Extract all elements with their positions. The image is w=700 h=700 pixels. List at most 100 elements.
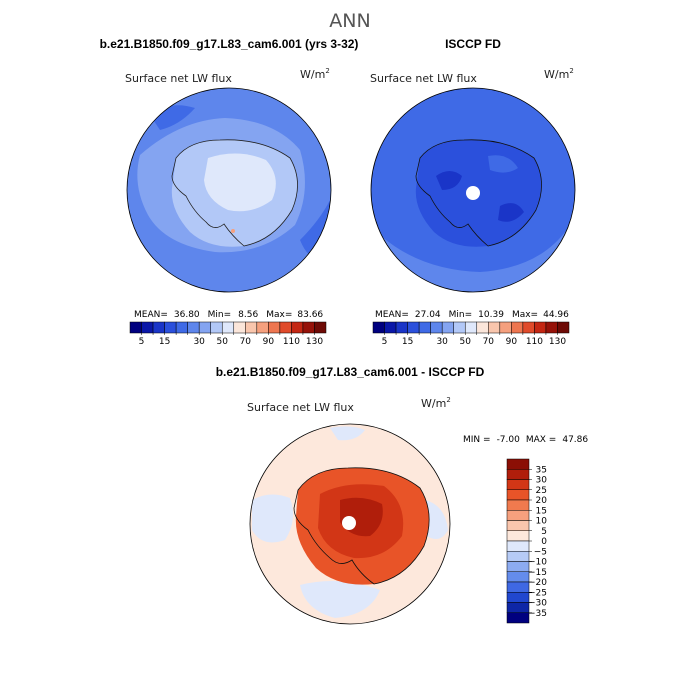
panel-model-stats: MEAN= 36.80 Min= 8.56 Max= 83.66 bbox=[134, 310, 323, 320]
panel-model-mean-label: MEAN= bbox=[134, 310, 168, 320]
panel-obs-min: 10.39 bbox=[478, 310, 504, 320]
colorbar-tick-label: −15 bbox=[528, 568, 547, 578]
colorbar-swatch bbox=[506, 520, 530, 531]
panel-obs-case-title: ISCCP FD bbox=[445, 37, 501, 51]
panel-diff-case-title: b.e21.B1850.f09_g17.L83_cam6.001 - ISCCP… bbox=[216, 365, 485, 379]
panel-diff-variable: Surface net LW flux bbox=[247, 401, 354, 414]
colorbar-swatch bbox=[476, 321, 489, 334]
panel-diff-min-label: MIN = bbox=[463, 435, 491, 445]
colorbar-swatch bbox=[221, 321, 235, 334]
colorbar-tick-label: 0 bbox=[541, 537, 547, 547]
colorbar-swatch bbox=[506, 510, 530, 521]
panel-diff-map-border bbox=[249, 423, 451, 625]
panel-model: b.e21.B1850.f09_g17.L83_cam6.001 (yrs 3-… bbox=[100, 37, 359, 347]
panel-model-warm-spot bbox=[231, 229, 235, 233]
panel-obs-variable: Surface net LW flux bbox=[370, 72, 477, 85]
colorbar-swatch bbox=[506, 561, 530, 572]
colorbar-tick-label: 110 bbox=[526, 337, 543, 347]
panel-obs-units-exp: 2 bbox=[569, 67, 573, 75]
panel-diff-antarctica-outline bbox=[293, 467, 430, 585]
colorbar-swatch bbox=[164, 321, 177, 334]
colorbar-tick-label: 15 bbox=[536, 506, 547, 516]
panel-diff-min: -7.00 bbox=[497, 435, 521, 445]
panel-model-min-label: Min= bbox=[208, 310, 232, 320]
colorbar-swatch bbox=[545, 321, 558, 334]
panel-obs-stats: MEAN= 27.04 Min= 10.39 Max= 44.96 bbox=[375, 310, 569, 320]
colorbar-tick-label: 130 bbox=[306, 337, 323, 347]
colorbar-swatch bbox=[430, 321, 443, 334]
colorbar-tick-label: 15 bbox=[402, 337, 413, 347]
colorbar-tick-label: −25 bbox=[528, 588, 547, 598]
colorbar-swatch bbox=[129, 321, 142, 334]
colorbar-swatch bbox=[464, 321, 478, 334]
colorbar-swatch bbox=[506, 499, 530, 511]
panel-obs-antarctica-outline bbox=[415, 139, 542, 247]
panel-model-map-border bbox=[126, 87, 332, 293]
colorbar-swatch bbox=[418, 321, 431, 334]
panel-diff-max-label: MAX = bbox=[526, 435, 557, 445]
colorbar-tick-label: −35 bbox=[528, 609, 547, 619]
panel-diff-units: W/m2 bbox=[421, 396, 451, 410]
panel-diff-units-exp: 2 bbox=[446, 396, 450, 404]
colorbar-tick-label: 30 bbox=[193, 337, 205, 347]
colorbar-tick-label: 70 bbox=[240, 337, 252, 347]
colorbar-tick-label: −5 bbox=[534, 547, 547, 557]
panel-diff-negative-east bbox=[425, 500, 448, 539]
panel-model-colorbar: 5 15 30 50 70 90 110 130 bbox=[129, 321, 327, 347]
colorbar-swatch bbox=[534, 321, 547, 334]
colorbar-swatch bbox=[233, 321, 246, 334]
colorbar-swatch bbox=[210, 321, 223, 334]
colorbar-swatch bbox=[372, 321, 385, 334]
colorbar-tick-label: 30 bbox=[436, 337, 448, 347]
colorbar-swatch bbox=[395, 321, 408, 334]
colorbar-swatch bbox=[198, 321, 211, 334]
colorbar-tick-label: 70 bbox=[483, 337, 495, 347]
colorbar-tick-label: 90 bbox=[263, 337, 275, 347]
colorbar-tick-label: −30 bbox=[528, 599, 547, 609]
colorbar-tick-label: −10 bbox=[528, 558, 547, 568]
colorbar-swatch bbox=[291, 321, 304, 334]
colorbar-swatch bbox=[152, 321, 165, 334]
colorbar-swatch bbox=[441, 321, 454, 334]
colorbar-tick-label: 25 bbox=[536, 486, 547, 496]
panel-obs-max-label: Max= bbox=[512, 310, 538, 320]
colorbar-swatch bbox=[506, 612, 530, 624]
panel-model-map bbox=[127, 88, 331, 292]
colorbar-swatch bbox=[314, 321, 327, 334]
colorbar-tick-label: 110 bbox=[283, 337, 300, 347]
colorbar-swatch bbox=[522, 321, 535, 334]
colorbar-tick-label: 5 bbox=[139, 337, 145, 347]
colorbar-swatch bbox=[499, 321, 512, 334]
colorbar-tick-label: 130 bbox=[549, 337, 566, 347]
panel-model-units: W/m2 bbox=[300, 67, 330, 81]
panel-model-interior-light bbox=[204, 153, 276, 212]
panel-obs-patch-2 bbox=[498, 203, 524, 222]
colorbar-tick-label: 10 bbox=[536, 517, 548, 527]
colorbar-swatch bbox=[557, 321, 570, 334]
panel-diff: b.e21.B1850.f09_g17.L83_cam6.001 - ISCCP… bbox=[216, 365, 588, 625]
colorbar-swatch bbox=[506, 592, 530, 603]
colorbar-tick-label: 35 bbox=[536, 465, 547, 475]
colorbar-swatch bbox=[384, 321, 397, 334]
colorbar-swatch bbox=[506, 551, 530, 562]
colorbar-swatch bbox=[245, 321, 258, 334]
colorbar-tick-label: 90 bbox=[506, 337, 518, 347]
panel-model-max: 83.66 bbox=[297, 310, 323, 320]
panel-diff-negative-north bbox=[330, 426, 365, 441]
colorbar-swatch bbox=[279, 321, 292, 334]
colorbar-swatch bbox=[256, 321, 269, 334]
panel-obs-colorbar: 5 15 30 50 70 90 110 130 bbox=[372, 321, 570, 347]
panel-diff-units-base: W/m bbox=[421, 397, 446, 410]
panel-obs: ISCCP FD Surface net LW flux W/m2 MEAN= 2… bbox=[370, 37, 576, 347]
colorbar-tick-label: 20 bbox=[536, 496, 548, 506]
panel-obs-map-border bbox=[370, 87, 576, 293]
colorbar-swatch bbox=[506, 530, 530, 542]
colorbar-swatch bbox=[506, 479, 530, 490]
figure-title: ANN bbox=[329, 10, 370, 32]
panel-diff-pole-mask bbox=[342, 516, 356, 530]
colorbar-tick-label: 30 bbox=[536, 476, 548, 486]
panel-model-max-label: Max= bbox=[266, 310, 292, 320]
colorbar-swatch bbox=[407, 321, 420, 334]
